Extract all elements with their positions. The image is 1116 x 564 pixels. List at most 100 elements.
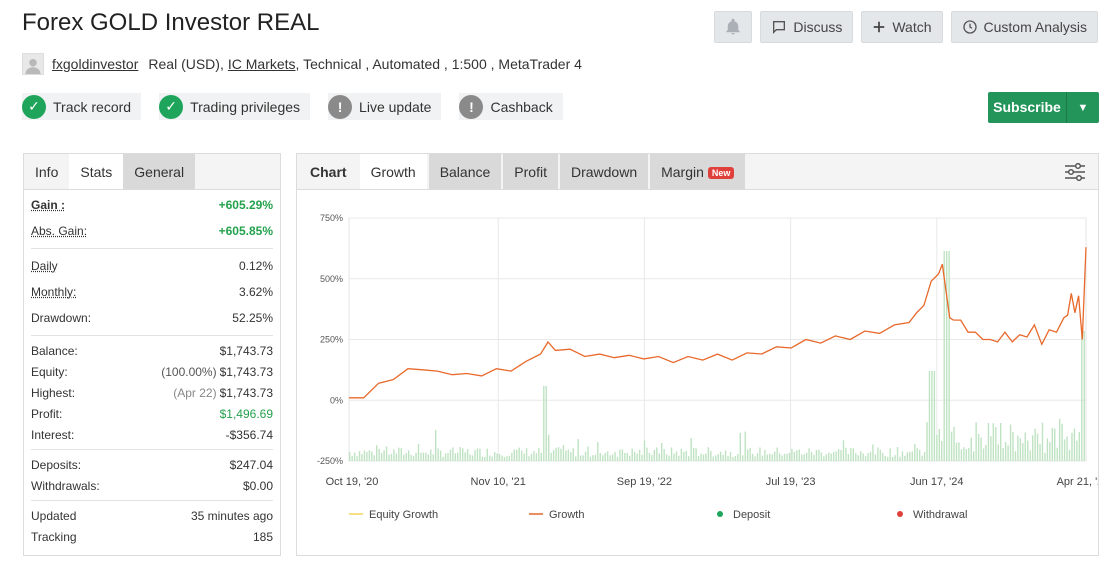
volume-bar — [825, 454, 827, 461]
tab-growth[interactable]: Growth — [359, 154, 427, 189]
watch-button[interactable]: Watch — [861, 11, 943, 43]
volume-bar — [955, 442, 958, 461]
stat-label[interactable]: Daily — [31, 259, 58, 273]
volume-bar — [810, 452, 813, 461]
volume-bar — [629, 455, 631, 461]
volume-bar — [353, 452, 356, 461]
page-title: Forex GOLD Investor REAL — [22, 9, 320, 36]
badge-label: Trading privileges — [190, 98, 301, 115]
volume-bar — [1009, 424, 1012, 461]
volume-bar — [376, 445, 378, 461]
volume-bar — [889, 448, 891, 461]
volume-bar — [513, 449, 515, 461]
volume-bar — [493, 452, 496, 461]
volume-bar — [791, 448, 793, 461]
volume-bar — [941, 440, 943, 461]
stat-drawdown: Drawdown: 52.25% — [31, 305, 273, 331]
volume-bar — [1022, 442, 1024, 461]
volume-bar — [845, 447, 847, 461]
stat-sub: (100.00%) — [161, 364, 217, 379]
stat-label[interactable]: Abs. Gain: — [31, 224, 88, 238]
volume-bar — [847, 453, 850, 461]
tab-chart[interactable]: Chart — [310, 164, 347, 180]
top-actions: Discuss Watch Custom Analysis — [714, 11, 1098, 43]
discuss-label: Discuss — [793, 19, 843, 35]
volume-bar — [683, 451, 685, 461]
volume-bar — [609, 455, 611, 461]
volume-bar — [945, 251, 948, 461]
exclamation-icon: ! — [459, 94, 484, 119]
volume-bar — [1078, 432, 1081, 461]
volume-bar — [803, 454, 805, 461]
volume-bar — [614, 451, 616, 461]
volume-bar — [786, 453, 788, 461]
broker-link[interactable]: IC Markets — [227, 56, 296, 72]
volume-bar — [503, 456, 506, 461]
volume-bar — [707, 447, 710, 461]
stat-value: $1,743.73 — [219, 343, 273, 358]
stat-label: Tracking — [31, 529, 77, 544]
volume-bar — [695, 448, 697, 461]
clock-icon — [962, 20, 977, 34]
volume-bar — [442, 456, 444, 461]
volume-bar — [476, 448, 479, 461]
volume-bar — [1017, 435, 1019, 461]
volume-bar — [462, 448, 464, 461]
volume-bar — [516, 449, 518, 461]
volume-bar — [651, 454, 653, 461]
stat-equity: Equity: (100.00%) $1,743.73 — [31, 361, 273, 382]
volume-bar — [918, 449, 921, 461]
volume-bar — [793, 451, 796, 461]
volume-bar — [906, 452, 909, 461]
volume-bar — [884, 456, 886, 461]
volume-bar — [958, 442, 960, 461]
tab-info[interactable]: Info — [35, 164, 59, 180]
volume-bar — [604, 452, 606, 461]
volume-bar — [552, 449, 555, 461]
volume-bar — [474, 450, 476, 461]
stats-panel: Info Stats General Gain : +605.29% Abs. G… — [23, 153, 281, 556]
stat-value: $1,743.73 — [219, 385, 273, 400]
volume-bar — [692, 447, 695, 461]
volume-bar — [997, 444, 999, 461]
subscribe-button[interactable]: Subscribe ▼ — [988, 92, 1099, 123]
user-link[interactable]: fxgoldinvestor — [52, 56, 139, 72]
volume-bar — [587, 446, 589, 461]
volume-bar — [734, 456, 737, 461]
notification-button[interactable] — [714, 11, 753, 43]
volume-bar — [1054, 428, 1056, 461]
tab-stats[interactable]: Stats — [69, 154, 124, 189]
tab-margin[interactable]: Margin New — [650, 154, 746, 189]
tab-drawdown[interactable]: Drawdown — [559, 154, 649, 189]
volume-bar — [520, 450, 523, 461]
avatar — [22, 53, 44, 75]
stat-label: Deposits: — [31, 457, 82, 472]
volume-bar — [481, 456, 484, 461]
chevron-down-icon[interactable]: ▼ — [1077, 101, 1089, 114]
volume-bar — [1049, 442, 1051, 461]
volume-bar — [378, 448, 380, 461]
stat-label: Highest: — [31, 385, 76, 400]
volume-bar — [633, 451, 636, 461]
stat-value: $1,496.69 — [219, 406, 273, 421]
volume-bar — [963, 447, 965, 461]
divider — [31, 449, 273, 450]
badge-track-record: ✓ Track record — [22, 93, 142, 120]
volume-bar — [390, 453, 393, 461]
volume-bar — [1051, 427, 1054, 461]
stat-label[interactable]: Monthly: — [31, 285, 77, 299]
discuss-button[interactable]: Discuss — [760, 11, 854, 43]
settings-sliders-icon[interactable] — [1064, 163, 1086, 181]
volume-bar — [675, 451, 678, 461]
volume-bar — [867, 453, 869, 461]
stat-label[interactable]: Gain : — [31, 198, 66, 212]
custom-analysis-button[interactable]: Custom Analysis — [950, 11, 1098, 43]
stat-withdrawals: Withdrawals: $0.00 — [31, 475, 273, 496]
tab-general[interactable]: General — [123, 154, 196, 189]
volume-bar — [611, 454, 614, 461]
volume-bar — [1068, 449, 1071, 461]
new-badge: New — [707, 167, 735, 180]
volume-bar — [547, 434, 550, 461]
tab-balance[interactable]: Balance — [428, 154, 502, 189]
tab-profit[interactable]: Profit — [503, 154, 558, 189]
